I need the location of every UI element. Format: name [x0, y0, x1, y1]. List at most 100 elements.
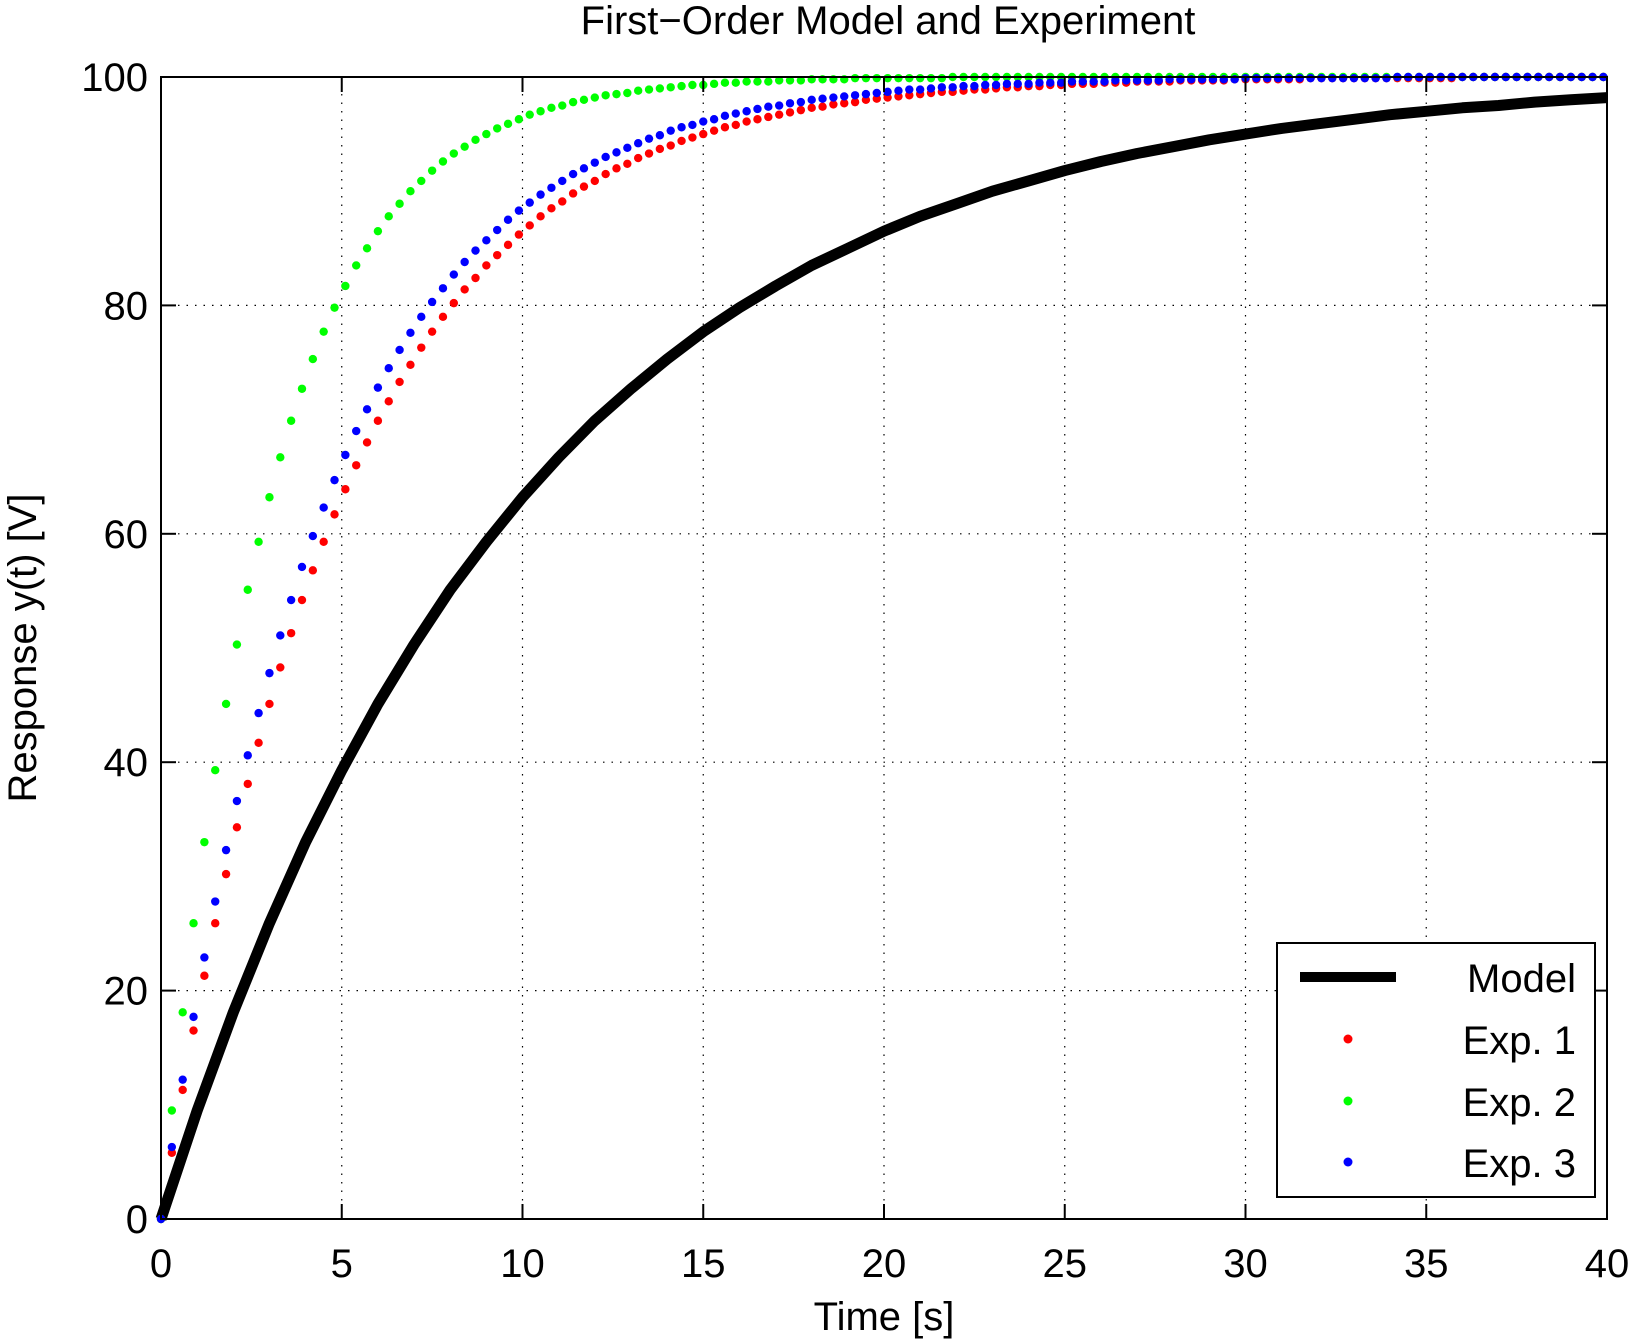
- data-point-exp-1: [471, 273, 480, 283]
- x-tick-label: 0: [150, 1242, 172, 1286]
- data-point-exp-3: [1035, 78, 1044, 87]
- data-point-exp-2: [330, 303, 339, 312]
- data-point-exp-2: [189, 919, 198, 928]
- data-point-exp-3: [568, 169, 578, 179]
- data-point-exp-3: [1132, 76, 1142, 85]
- data-point-exp-2: [395, 199, 404, 208]
- data-point-exp-3: [970, 81, 979, 91]
- data-point-exp-1: [417, 343, 426, 352]
- data-point-exp-2: [547, 103, 556, 113]
- data-point-exp-3: [449, 270, 459, 279]
- data-point-exp-3: [731, 109, 740, 118]
- data-point-exp-2: [438, 157, 448, 166]
- legend-swatch-exp-2: [1343, 1096, 1353, 1106]
- data-point-exp-1: [774, 110, 784, 119]
- y-tick-label: 0: [126, 1198, 148, 1242]
- x-tick-label: 30: [1223, 1242, 1268, 1286]
- data-point-exp-3: [1273, 73, 1283, 83]
- data-point-exp-3: [753, 104, 762, 114]
- y-tick-label: 100: [81, 56, 148, 100]
- data-point-exp-3: [688, 120, 697, 130]
- data-point-exp-3: [785, 99, 795, 108]
- data-point-exp-1: [666, 141, 675, 150]
- data-point-exp-1: [677, 136, 686, 146]
- data-point-exp-2: [243, 585, 252, 594]
- data-point-exp-3: [265, 668, 274, 678]
- data-point-exp-3: [601, 152, 610, 162]
- data-point-exp-1: [254, 738, 263, 747]
- data-point-exp-3: [406, 328, 415, 338]
- data-point-exp-3: [774, 101, 784, 110]
- data-point-exp-1: [330, 510, 339, 519]
- data-point-exp-3: [200, 953, 209, 962]
- data-point-exp-2: [373, 226, 383, 236]
- data-point-exp-3: [807, 95, 816, 105]
- data-point-exp-2: [254, 537, 263, 546]
- x-tick-label: 10: [500, 1242, 545, 1286]
- data-point-exp-3: [254, 708, 263, 718]
- data-point-exp-3: [1143, 76, 1153, 85]
- data-point-exp-1: [579, 182, 589, 191]
- data-point-exp-1: [644, 149, 654, 158]
- data-point-exp-3: [1046, 78, 1055, 87]
- data-point-exp-2: [308, 354, 318, 364]
- data-point-exp-1: [286, 628, 296, 638]
- data-point-exp-3: [189, 1012, 198, 1022]
- data-point-exp-2: [709, 79, 719, 89]
- data-point-exp-2: [482, 129, 491, 139]
- data-point-exp-2: [178, 1008, 187, 1017]
- data-point-exp-2: [688, 80, 697, 90]
- data-point-exp-1: [482, 261, 491, 270]
- data-point-exp-3: [829, 93, 838, 102]
- data-point-exp-2: [471, 135, 480, 145]
- data-point-exp-2: [211, 765, 220, 775]
- data-point-exp-1: [699, 129, 708, 139]
- x-tick-label: 5: [331, 1242, 353, 1286]
- data-point-exp-1: [764, 112, 773, 122]
- data-point-exp-3: [1078, 77, 1088, 86]
- data-point-exp-1: [352, 461, 361, 470]
- data-point-exp-3: [991, 80, 1001, 90]
- data-point-exp-3: [427, 297, 437, 307]
- data-point-exp-3: [308, 531, 318, 541]
- data-point-exp-2: [384, 212, 393, 221]
- data-point-exp-1: [427, 327, 437, 336]
- data-point-exp-1: [818, 102, 827, 111]
- data-point-exp-2: [742, 77, 751, 86]
- data-point-exp-2: [666, 83, 675, 92]
- data-point-exp-3: [1371, 73, 1380, 83]
- data-point-exp-3: [471, 246, 480, 255]
- data-point-exp-3: [373, 383, 383, 392]
- data-point-exp-2: [514, 115, 524, 124]
- plot-series: [155, 72, 1608, 1224]
- data-point-exp-1: [785, 108, 795, 117]
- data-point-exp-1: [221, 869, 231, 879]
- data-point-exp-1: [796, 105, 806, 115]
- data-point-exp-1: [558, 197, 567, 206]
- data-point-exp-3: [1089, 77, 1098, 86]
- x-axis-label: Time [s]: [814, 1295, 955, 1339]
- data-point-exp-2: [796, 76, 806, 85]
- data-point-exp-3: [1024, 79, 1033, 89]
- data-point-exp-2: [417, 176, 426, 186]
- data-point-exp-1: [829, 100, 838, 109]
- legend-label-exp-1: Exp. 1: [1463, 1019, 1576, 1063]
- data-point-exp-2: [232, 640, 242, 649]
- data-point-exp-3: [981, 80, 990, 90]
- data-point-exp-2: [352, 261, 361, 270]
- data-point-exp-3: [937, 83, 947, 92]
- data-point-exp-3: [1262, 73, 1272, 83]
- data-point-exp-2: [427, 166, 437, 175]
- data-point-exp-2: [460, 142, 469, 151]
- data-point-exp-2: [774, 76, 784, 85]
- data-point-exp-2: [568, 97, 578, 107]
- data-point-exp-3: [297, 562, 307, 572]
- data-point-exp-3: [1100, 77, 1109, 86]
- series-points-exp-3: [156, 72, 1608, 1224]
- data-point-exp-1: [373, 416, 383, 425]
- data-point-exp-2: [633, 86, 643, 95]
- data-point-exp-2: [276, 453, 285, 462]
- data-point-exp-1: [840, 99, 849, 108]
- data-point-exp-2: [894, 73, 903, 83]
- data-point-exp-3: [850, 91, 860, 100]
